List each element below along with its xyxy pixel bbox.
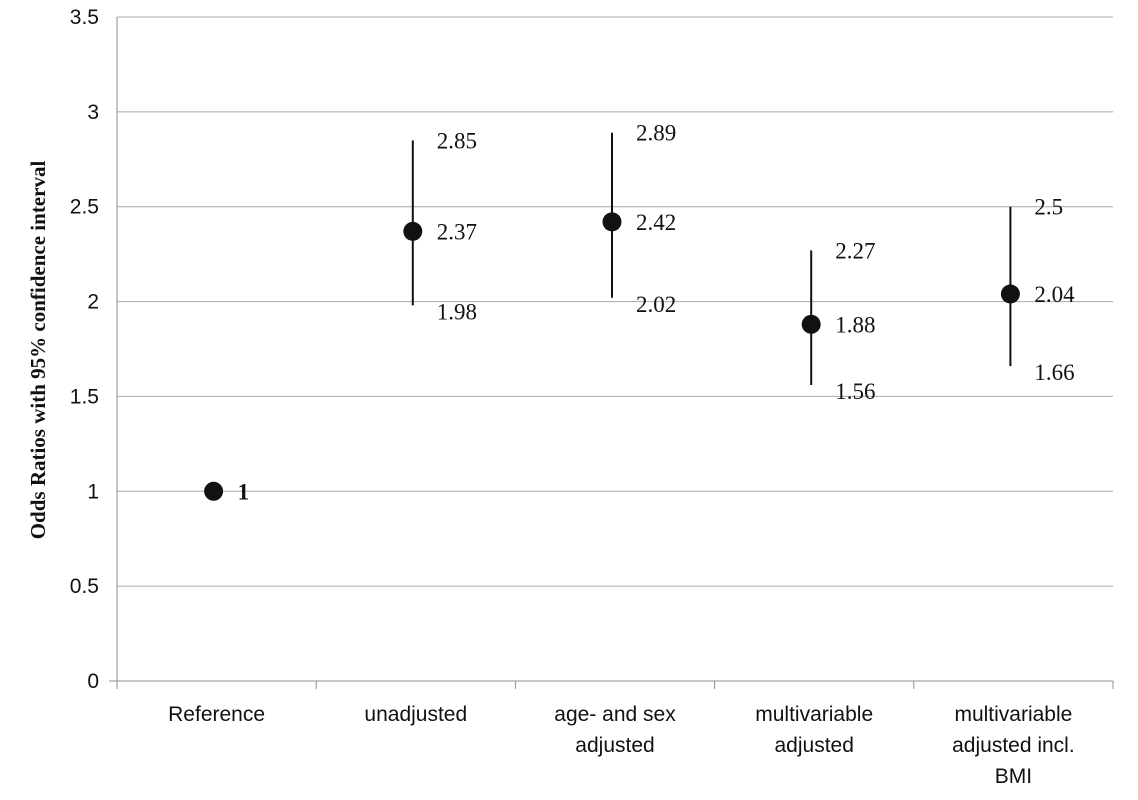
ci-upper-label: 2.89 <box>636 121 676 146</box>
odds-ratio-label: 2.37 <box>437 219 477 244</box>
ci-lower-label: 2.02 <box>636 292 676 317</box>
odds-ratio-point <box>204 481 224 501</box>
y-tick-label: 0 <box>87 670 99 693</box>
odds-ratio-label: 2.42 <box>636 210 676 235</box>
y-tick-label: 2.5 <box>70 196 99 219</box>
grid-layer <box>117 16 1113 587</box>
x-category-label-line: adjusted <box>575 734 654 757</box>
y-tick-label: 1.5 <box>70 385 99 408</box>
ci-lower-label: 1.66 <box>1034 360 1074 385</box>
y-tick-label: 2 <box>87 291 99 314</box>
axis-layer: 0 0.5 1 1.5 2 2.5 3 3.5 Reference unadjusted age- … <box>70 6 1114 788</box>
x-category-label-line: adjusted <box>774 734 853 757</box>
odds-ratio-label: 2.04 <box>1034 282 1075 307</box>
odds-ratio-label: 1.88 <box>835 312 875 337</box>
x-category-label-line: BMI <box>995 765 1032 788</box>
ci-upper-label: 2.5 <box>1034 195 1063 220</box>
y-tick-label: 3.5 <box>70 6 99 29</box>
x-category-label: age- and sex adjusted <box>554 703 676 757</box>
odds-ratio-label: 1 <box>238 479 250 504</box>
y-tick-label: 0.5 <box>70 575 99 598</box>
ci-upper-label: 2.85 <box>437 128 477 153</box>
ci-lower-label: 1.56 <box>835 379 875 404</box>
x-category-label-line: age- and sex <box>554 703 676 726</box>
ci-upper-label: 2.27 <box>835 238 875 263</box>
odds-ratio-point <box>403 221 423 241</box>
x-category-label: multivariable adjusted incl. BMI <box>952 703 1075 788</box>
x-category-label: Reference <box>168 703 265 726</box>
x-category-label: multivariable adjusted <box>755 703 873 757</box>
x-category-label-line: unadjusted <box>364 703 467 726</box>
x-category-label: unadjusted <box>364 703 467 726</box>
label-layer: 1 2.37 2.85 1.98 2.42 2.89 2.02 1.88 2.27 1.56 2.0… <box>238 121 1076 505</box>
x-category-label-line: multivariable <box>954 703 1072 726</box>
odds-ratio-point <box>1000 284 1020 304</box>
y-tick-label: 3 <box>87 101 99 124</box>
y-tick-label: 1 <box>87 480 99 503</box>
y-axis-title: Odds Ratios with 95% confidence interval <box>26 161 50 540</box>
point-layer <box>204 212 1020 501</box>
x-category-label-line: adjusted incl. <box>952 734 1075 757</box>
odds-ratio-point <box>602 212 622 232</box>
x-category-label-line: multivariable <box>755 703 873 726</box>
odds-ratio-point <box>801 314 821 334</box>
ci-lower-label: 1.98 <box>437 299 477 324</box>
x-category-label-line: Reference <box>168 703 265 726</box>
ci-layer <box>411 132 1012 386</box>
